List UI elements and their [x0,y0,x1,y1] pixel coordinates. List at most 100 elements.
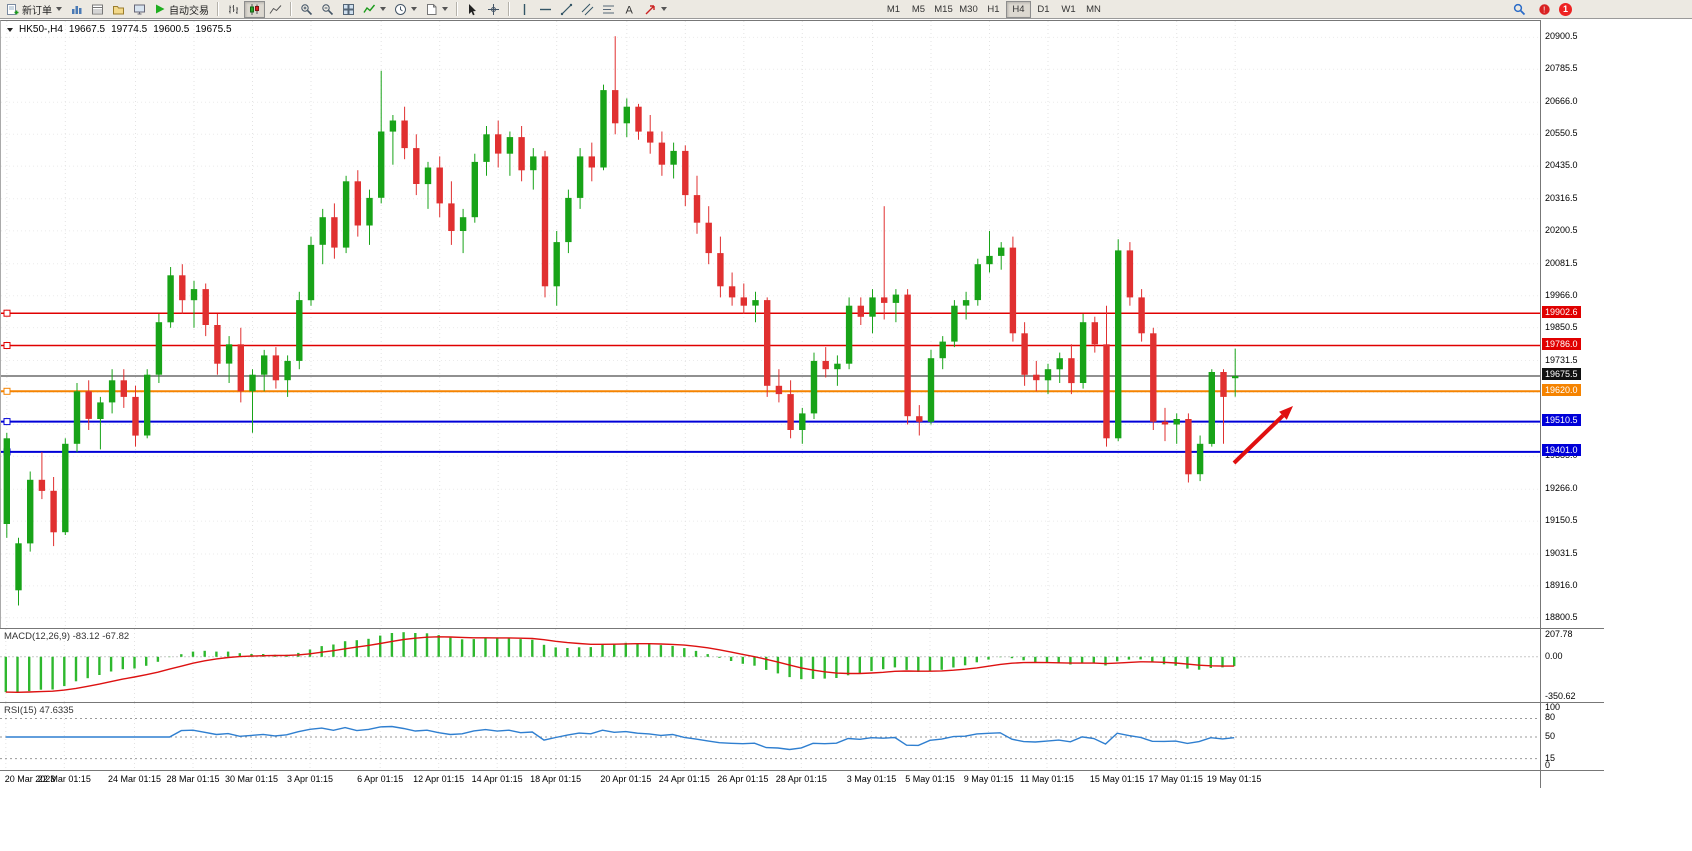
rsi-canvas[interactable] [0,703,1540,771]
caret-down-icon [661,7,667,11]
time-axis-label: 20 Mar 2023 [4,774,56,784]
candle [717,236,724,298]
price-axis-label: 19850.5 [1545,321,1578,332]
candle [354,170,361,237]
data-window-button[interactable] [87,1,108,18]
current-price-badge: 19675.5 [1542,368,1581,381]
crosshair-button[interactable] [483,1,504,18]
timeframe-button-m1[interactable]: M1 [881,1,906,18]
zoom-in-button[interactable] [296,1,317,18]
market-watch-button[interactable] [66,1,87,18]
timeframe-button-m5[interactable]: M5 [906,1,931,18]
axis-border [1540,20,1541,788]
timeframe-button-m15[interactable]: M15 [931,1,956,18]
candle [682,145,689,207]
arrow-tool-icon [644,3,657,16]
annotation-arrow[interactable] [1232,406,1293,465]
candle [73,383,81,453]
svg-text:!: ! [1543,4,1545,14]
time-axis-label: 28 Mar 01:15 [166,774,220,784]
candle [916,405,923,436]
toolbar-separator [290,2,292,16]
terminal-button[interactable] [129,1,150,18]
candle [342,175,350,254]
candle [436,156,443,218]
candle [962,291,970,320]
time-axis-label: 17 May 01:15 [1148,774,1203,784]
line-chart-icon [269,3,282,16]
price-axis-label: 20435.0 [1545,160,1578,171]
zoom-out-button[interactable] [317,1,338,18]
text-tool-button[interactable]: A [619,1,640,18]
rsi-line [5,725,1235,751]
candle [518,126,525,182]
candle [623,98,630,138]
bar-chart-mode-button[interactable] [223,1,244,18]
timeframe-button-h4[interactable]: H4 [1006,0,1031,18]
timeframe-button-d1[interactable]: D1 [1031,1,1056,18]
hline-handle[interactable] [3,342,11,349]
cursor-button[interactable] [462,1,483,18]
line-chart-mode-button[interactable] [265,1,286,18]
notification-badge[interactable]: 1 [1559,2,1572,16]
time-axis-label: 11 May 01:15 [1020,774,1074,784]
candle [904,289,911,425]
candle [97,396,104,450]
timeframe-button-w1[interactable]: W1 [1056,1,1081,18]
chart-open-value: 19667.5 [68,24,106,35]
alert-button[interactable]: ! [1534,1,1555,18]
periods-button[interactable] [390,1,421,18]
candle [1208,369,1215,447]
macd-canvas[interactable] [0,629,1540,703]
candle [541,150,549,298]
hline-handle[interactable] [3,418,11,426]
rsi-axis-label: 0 [1545,760,1551,770]
search-icon [1513,3,1526,16]
time-axis-label: 5 May 01:15 [905,774,955,784]
candle [1232,348,1239,397]
trendline-tool-button[interactable] [556,1,577,18]
auto-trading-icon [154,3,166,15]
chart-low-value: 19600.5 [153,24,190,35]
auto-trading-button[interactable]: 自动交易 [150,1,213,18]
zoom-out-icon [321,3,334,16]
chart-menu-icon[interactable] [7,27,13,32]
time-axis[interactable]: 20 Mar 2023 22 Mar 01:15 24 Mar 01:15 28 Ma… [0,770,1540,789]
macd-panel: MACD(12,26,9) -83.12 -67.82 [0,628,1540,703]
candlestick-chart-mode-button[interactable] [244,0,265,18]
rsi-axis-label: 100 [1545,702,1561,712]
horizontal-line-tool-button[interactable] [535,1,556,18]
candle [471,153,478,223]
chart-high-value: 19774.5 [111,24,148,35]
macd-axis-label: -350.62 [1545,691,1576,701]
candle [951,300,958,348]
price-axis[interactable]: 20900.5 20785.5 20666.0 20550.5 20435.0 20316… [1541,20,1603,788]
navigator-button[interactable] [108,1,129,18]
timeframe-button-m30[interactable]: M30 [956,1,981,18]
timeframe-button-mn[interactable]: MN [1081,1,1106,18]
vertical-line-tool-button[interactable] [514,1,535,18]
arrow-tool-button[interactable] [640,1,671,18]
fibonacci-tool-button[interactable] [598,1,619,18]
rsi-name: RSI(15) [4,705,37,716]
candle [658,131,666,176]
candle [1009,236,1017,342]
timeframe-button-h1[interactable]: H1 [981,1,1006,18]
candle [1126,242,1134,306]
new-order-button[interactable]: 新订单 [2,1,66,18]
hline-handle[interactable] [3,309,11,317]
tile-windows-button[interactable] [338,1,359,18]
hline-handle[interactable] [3,387,11,395]
candle [424,161,432,209]
candle [892,289,900,323]
main-chart-canvas[interactable] [1,21,1541,629]
candle [752,291,759,323]
candlestick-chart-icon [248,3,261,16]
price-line-badge: 19510.5 [1542,414,1581,427]
templates-button[interactable] [421,1,452,18]
candle [1033,360,1040,392]
search-button[interactable] [1509,1,1530,18]
channel-tool-button[interactable] [577,1,598,18]
macd-label: MACD(12,26,9) -83.12 -67.82 [4,631,129,642]
indicators-button[interactable] [359,1,390,18]
